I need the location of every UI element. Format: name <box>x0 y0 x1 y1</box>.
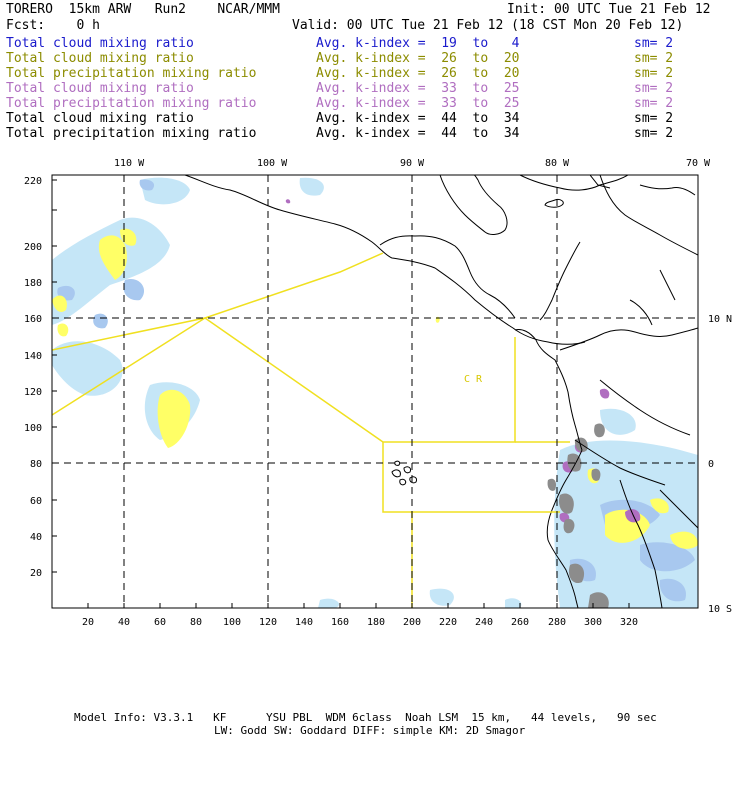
legend-index: Avg. k-index = 44 to 34 <box>316 126 520 141</box>
legend-sm: sm= 2 <box>634 66 674 81</box>
x-tick-label: 60 <box>154 617 166 628</box>
physics-info: LW: Godd SW: Goddard DIFF: simple KM: 2D… <box>214 724 526 737</box>
y-tick-label: 180 <box>24 278 42 289</box>
lon-label: 110 W <box>114 158 145 169</box>
x-ticks <box>87 603 630 608</box>
lon-label: 80 W <box>545 158 570 169</box>
x-tick-label: 160 <box>331 617 349 628</box>
y-tick-label: 220 <box>24 176 42 187</box>
legend-sm: sm= 2 <box>634 126 674 141</box>
legend-sm: sm= 2 <box>634 51 674 66</box>
map-fields <box>52 175 698 608</box>
grid-lines <box>52 175 698 608</box>
weather-map: 110 W 100 W 90 W 80 W 70 W <box>24 158 732 628</box>
legend-index: Avg. k-index = 26 to 20 <box>316 51 520 66</box>
legend-row: Total precipitation mixing ratio Avg. k-… <box>6 96 736 111</box>
y-tick-label: 20 <box>30 568 42 579</box>
x-tick-label: 140 <box>295 617 313 628</box>
model-title: TORERO 15km ARW Run2 NCAR/MMM <box>6 2 280 17</box>
x-tick-label: 320 <box>620 617 638 628</box>
legend-sm: sm= 2 <box>634 96 674 111</box>
x-tick-label: 240 <box>475 617 493 628</box>
legend-row: Total precipitation mixing ratio Avg. k-… <box>6 126 736 141</box>
x-tick-label: 100 <box>223 617 241 628</box>
region-boundary <box>52 252 570 608</box>
region-letters: C R <box>464 374 483 385</box>
y-tick-label: 160 <box>24 314 42 325</box>
y-tick-label: 60 <box>30 496 42 507</box>
x-tick-label: 20 <box>82 617 94 628</box>
legend-row: Total precipitation mixing ratio Avg. k-… <box>6 66 736 81</box>
lon-label: 100 W <box>257 158 288 169</box>
model-info: Model Info: V3.3.1 KF YSU PBL WDM 6class… <box>74 711 657 724</box>
legend-sm: sm= 2 <box>634 36 674 51</box>
y-tick-label: 200 <box>24 242 42 253</box>
legend-field: Total cloud mixing ratio <box>6 36 194 51</box>
legend-row: Total cloud mixing ratio Avg. k-index = … <box>6 51 736 66</box>
legend-row: Total cloud mixing ratio Avg. k-index = … <box>6 36 736 51</box>
legend-sm: sm= 2 <box>634 81 674 96</box>
x-tick-label: 220 <box>439 617 457 628</box>
legend-index: Avg. k-index = 26 to 20 <box>316 66 520 81</box>
y-tick-label: 120 <box>24 387 42 398</box>
legend-index: Avg. k-index = 44 to 34 <box>316 111 520 126</box>
lat-label: 10 N <box>708 314 732 325</box>
legend-field: Total cloud mixing ratio <box>6 51 194 66</box>
legend-field: Total precipitation mixing ratio <box>6 126 257 141</box>
lon-label: 90 W <box>400 158 425 169</box>
legend-sm: sm= 2 <box>634 111 674 126</box>
coastlines <box>184 175 698 608</box>
y-tick-label: 40 <box>30 532 42 543</box>
x-tick-label: 260 <box>511 617 529 628</box>
legend-index: Avg. k-index = 33 to 25 <box>316 96 520 111</box>
x-tick-label: 280 <box>548 617 566 628</box>
legend-row: Total cloud mixing ratio Avg. k-index = … <box>6 111 736 126</box>
forecast-hour: Fcst: 0 h <box>6 18 100 33</box>
lon-label: 70 W <box>686 158 711 169</box>
valid-time: Valid: 00 UTC Tue 21 Feb 12 (18 CST Mon … <box>292 18 684 33</box>
legend-field: Total cloud mixing ratio <box>6 81 194 96</box>
init-time: Init: 00 UTC Tue 21 Feb 12 <box>507 2 711 17</box>
x-tick-label: 200 <box>403 617 421 628</box>
x-tick-label: 300 <box>584 617 602 628</box>
legend-field: Total precipitation mixing ratio <box>6 66 257 81</box>
x-tick-label: 180 <box>367 617 385 628</box>
legend-field: Total cloud mixing ratio <box>6 111 194 126</box>
legend-index: Avg. k-index = 19 to 4 <box>316 36 520 51</box>
legend-index: Avg. k-index = 33 to 25 <box>316 81 520 96</box>
x-tick-label: 40 <box>118 617 130 628</box>
y-tick-label: 140 <box>24 351 42 362</box>
y-ticks <box>52 179 57 573</box>
lat-label: 0 <box>708 459 714 470</box>
y-tick-label: 100 <box>24 423 42 434</box>
y-tick-label: 80 <box>30 459 42 470</box>
x-tick-label: 80 <box>190 617 202 628</box>
legend-row: Total cloud mixing ratio Avg. k-index = … <box>6 81 736 96</box>
lat-label: 10 S <box>708 604 732 615</box>
legend-field: Total precipitation mixing ratio <box>6 96 257 111</box>
x-tick-label: 120 <box>259 617 277 628</box>
